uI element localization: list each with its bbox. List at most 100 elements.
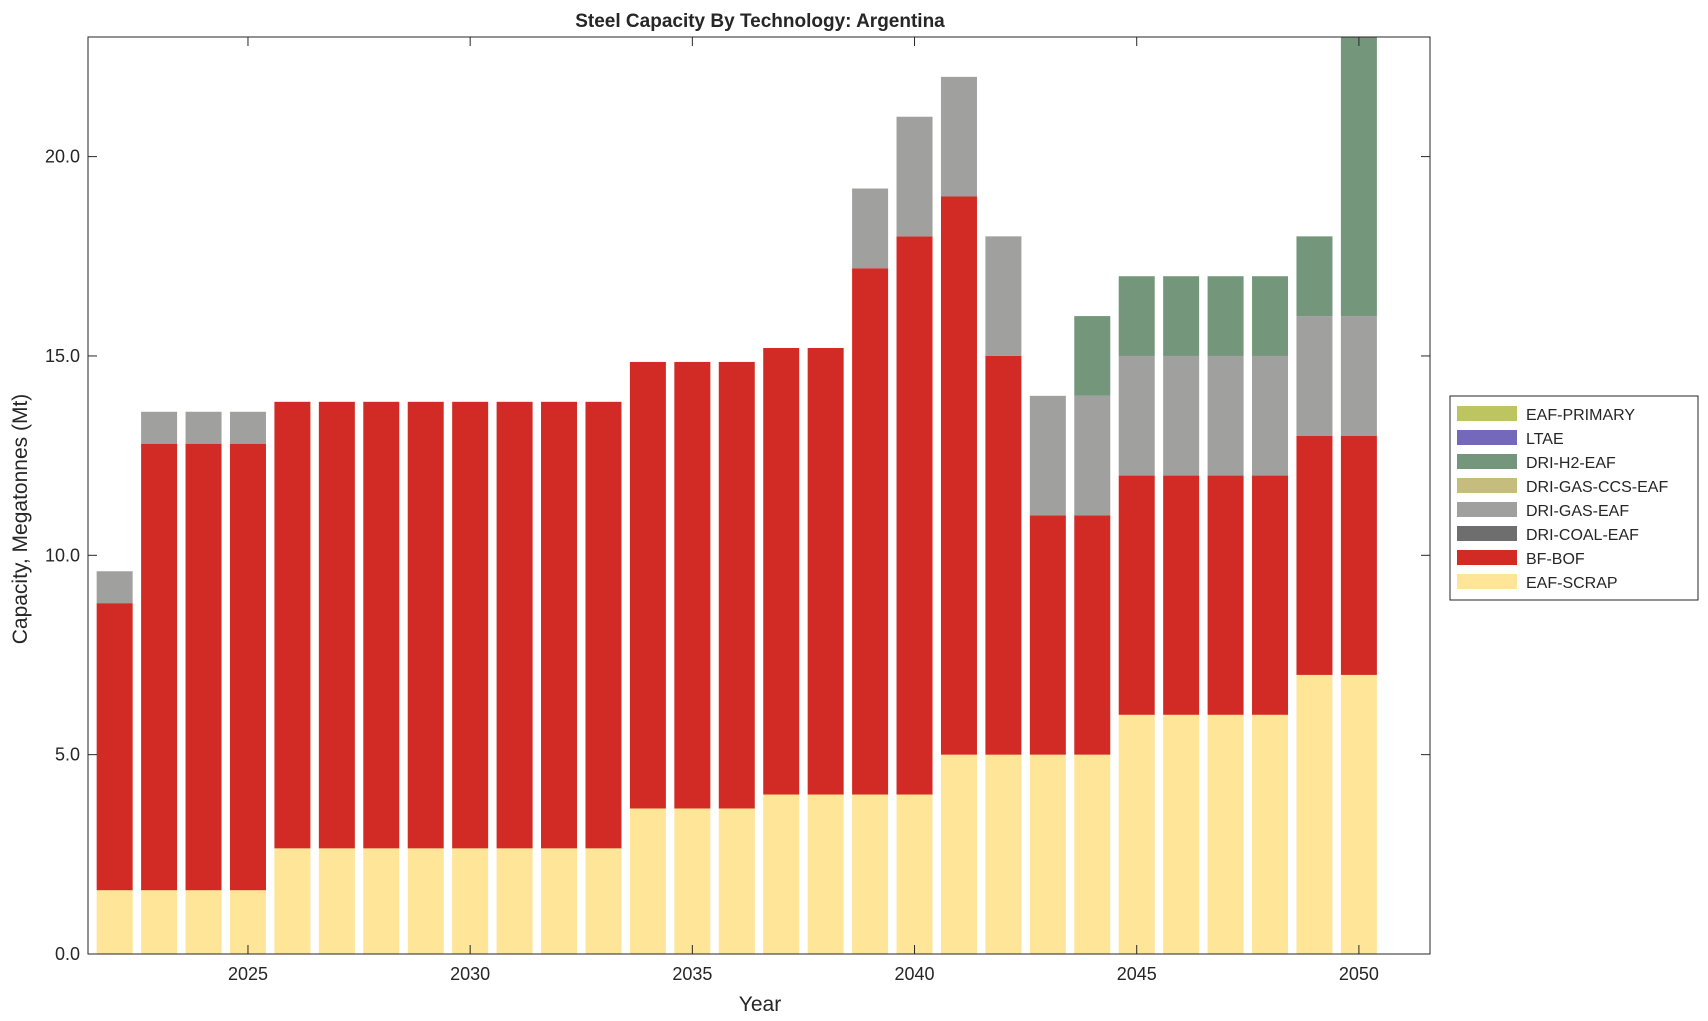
legend-swatch-dri-coal-eaf	[1457, 526, 1517, 541]
bar-bf-bof-2040	[896, 236, 933, 795]
bar-dri-h2-eaf-2049	[1296, 236, 1333, 317]
bar-eaf-scrap-2039	[852, 794, 889, 954]
bar-dri-gas-eaf-2039	[852, 188, 889, 269]
bar-dri-gas-eaf-2044	[1074, 395, 1111, 516]
bar-eaf-scrap-2044	[1074, 754, 1111, 954]
bar-bf-bof-2033	[585, 401, 622, 849]
legend-swatch-eaf-primary	[1457, 406, 1517, 421]
bar-eaf-scrap-2042	[985, 754, 1022, 954]
x-tick-label: 2025	[228, 964, 268, 984]
x-tick-label: 2045	[1117, 964, 1157, 984]
legend-label-dri-gas-ccs-eaf: DRI-GAS-CCS-EAF	[1526, 479, 1668, 496]
x-tick-label: 2040	[895, 964, 935, 984]
bar-dri-gas-eaf-2025	[229, 411, 266, 444]
bar-bf-bof-2022	[96, 603, 133, 891]
bar-eaf-scrap-2043	[1029, 754, 1066, 954]
bar-eaf-scrap-2029	[407, 848, 444, 954]
bar-dri-h2-eaf-2050	[1340, 37, 1377, 317]
bar-dri-h2-eaf-2045	[1118, 276, 1155, 356]
bar-bf-bof-2042	[985, 355, 1022, 755]
legend-label-dri-h2-eaf: DRI-H2-EAF	[1526, 455, 1616, 472]
bar-eaf-scrap-2034	[629, 808, 666, 954]
legend-label-ltae: LTAE	[1526, 431, 1564, 448]
bar-bf-bof-2034	[629, 361, 666, 809]
bar-dri-gas-eaf-2041	[940, 76, 977, 197]
bar-dri-gas-eaf-2050	[1340, 316, 1377, 436]
bar-eaf-scrap-2050	[1340, 674, 1377, 954]
bar-dri-gas-eaf-2042	[985, 236, 1022, 356]
bar-eaf-scrap-2031	[496, 848, 533, 954]
bar-bf-bof-2036	[718, 361, 755, 809]
bar-bf-bof-2038	[807, 347, 844, 795]
legend-label-eaf-primary: EAF-PRIMARY	[1526, 407, 1635, 424]
y-tick-label: 15.0	[45, 346, 80, 366]
x-tick-label: 2050	[1339, 964, 1379, 984]
bar-eaf-scrap-2027	[318, 848, 355, 954]
legend-swatch-ltae	[1457, 430, 1517, 445]
bar-dri-h2-eaf-2048	[1252, 276, 1289, 356]
bar-eaf-scrap-2041	[940, 754, 977, 954]
bar-bf-bof-2027	[318, 401, 355, 849]
legend-swatch-eaf-scrap	[1457, 574, 1517, 589]
bar-dri-gas-eaf-2045	[1118, 355, 1155, 476]
bar-bf-bof-2049	[1296, 435, 1333, 675]
bar-bf-bof-2046	[1163, 475, 1200, 715]
axes-group: 2025 2030 2035 2040 2045 2050 0.0 5.0 10.0 15.0 20…	[45, 36, 1431, 984]
x-axis-label: Year	[739, 993, 781, 1016]
bar-eaf-scrap-2022	[96, 890, 133, 954]
bar-eaf-scrap-2030	[452, 848, 489, 954]
bar-eaf-scrap-2024	[185, 890, 222, 954]
bar-eaf-scrap-2033	[585, 848, 622, 954]
legend: EAF-PRIMARY LTAE DRI-H2-EAF DRI-GAS-CCS-EAF…	[1449, 395, 1699, 601]
bar-dri-h2-eaf-2047	[1207, 276, 1244, 356]
bar-dri-h2-eaf-2044	[1074, 316, 1111, 396]
bar-eaf-scrap-2028	[363, 848, 400, 954]
bar-dri-gas-eaf-2048	[1252, 355, 1289, 476]
bar-dri-gas-eaf-2024	[185, 411, 222, 444]
bar-bf-bof-2047	[1207, 475, 1244, 715]
bar-eaf-scrap-2040	[896, 794, 933, 954]
bar-eaf-scrap-2026	[274, 848, 311, 954]
bar-eaf-scrap-2037	[763, 794, 800, 954]
bar-eaf-scrap-2047	[1207, 714, 1244, 954]
bar-eaf-scrap-2025	[229, 890, 266, 954]
bar-bf-bof-2041	[940, 196, 977, 755]
bar-bf-bof-2039	[852, 268, 889, 795]
bar-bf-bof-2028	[363, 401, 400, 849]
bar-bf-bof-2026	[274, 401, 311, 849]
bar-eaf-scrap-2046	[1163, 714, 1200, 954]
bar-bf-bof-2043	[1029, 515, 1066, 755]
bar-eaf-scrap-2035	[674, 808, 711, 954]
legend-swatch-dri-gas-eaf	[1457, 502, 1517, 517]
bar-dri-gas-eaf-2023	[141, 411, 178, 444]
bar-bf-bof-2045	[1118, 475, 1155, 715]
bar-bf-bof-2030	[452, 401, 489, 849]
x-tick-label: 2030	[450, 964, 490, 984]
legend-swatch-dri-h2-eaf	[1457, 454, 1517, 469]
bar-eaf-scrap-2036	[718, 808, 755, 954]
bar-bf-bof-2050	[1340, 435, 1377, 675]
y-axis-label: Capacity, Megatonnes (Mt)	[9, 394, 32, 645]
bar-bf-bof-2044	[1074, 515, 1111, 755]
y-tick-label: 10.0	[45, 545, 80, 565]
bar-dri-gas-eaf-2047	[1207, 355, 1244, 476]
bar-bf-bof-2031	[496, 401, 533, 849]
legend-swatch-dri-gas-ccs-eaf	[1457, 478, 1517, 493]
bar-eaf-scrap-2038	[807, 794, 844, 954]
y-tick-label: 5.0	[55, 745, 80, 765]
bar-bf-bof-2035	[674, 361, 711, 809]
legend-swatch-bf-bof	[1457, 550, 1517, 565]
y-tick-label: 20.0	[45, 147, 80, 167]
chart-title: Steel Capacity By Technology: Argentina	[575, 11, 945, 32]
bar-dri-gas-eaf-2043	[1029, 395, 1066, 516]
bar-dri-gas-eaf-2046	[1163, 355, 1200, 476]
y-tick-label: 0.0	[55, 944, 80, 964]
legend-label-dri-coal-eaf: DRI-COAL-EAF	[1526, 527, 1639, 544]
bar-eaf-scrap-2023	[141, 890, 178, 954]
x-tick-label: 2035	[672, 964, 712, 984]
bar-bf-bof-2048	[1252, 475, 1289, 715]
legend-label-dri-gas-eaf: DRI-GAS-EAF	[1526, 503, 1629, 520]
legend-box	[1449, 395, 1699, 601]
bar-eaf-scrap-2048	[1252, 714, 1289, 954]
bar-bf-bof-2037	[763, 347, 800, 795]
